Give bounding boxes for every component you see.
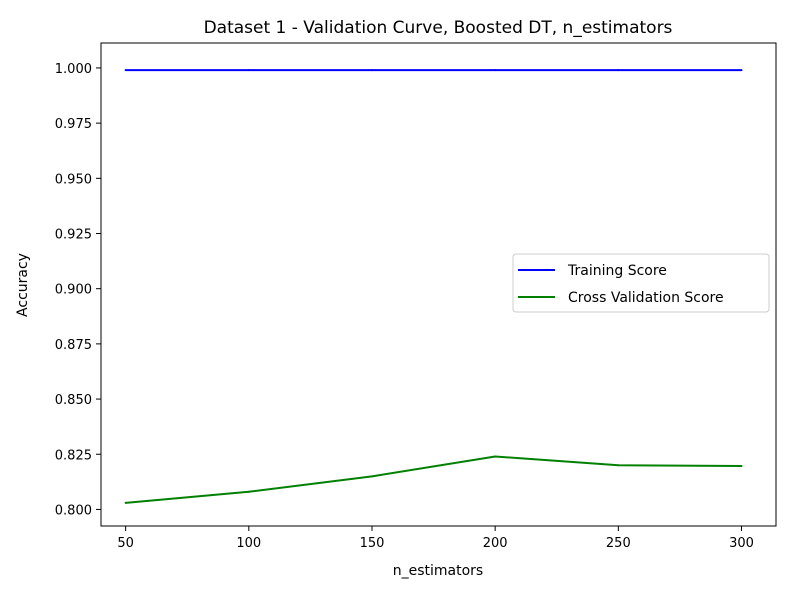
- data-point: [247, 490, 250, 493]
- data-point: [124, 69, 127, 72]
- x-tick-label: 150: [360, 536, 385, 551]
- plot-frame: [100, 42, 777, 527]
- data-point: [370, 69, 373, 72]
- data-point: [740, 69, 743, 72]
- y-tick-label: 0.900: [55, 283, 92, 298]
- legend: Training Score Cross Validation Score: [512, 253, 770, 313]
- y-tick-label: 0.975: [55, 117, 92, 132]
- data-point: [617, 69, 620, 72]
- data-point: [494, 455, 497, 458]
- y-tick-label: 0.950: [55, 172, 92, 187]
- plot-area: 50 100 150 200 250 300 0.800 0.825 0.850 0.875 0.9…: [55, 42, 777, 551]
- data-point: [494, 69, 497, 72]
- data-point: [370, 475, 373, 478]
- chart-title: Dataset 1 - Validation Curve, Boosted DT…: [204, 18, 673, 38]
- x-tick-label: 200: [483, 536, 508, 551]
- data-point: [740, 464, 743, 467]
- data-point: [617, 464, 620, 467]
- x-tick-label: 50: [117, 536, 134, 551]
- y-tick-label: 1.000: [55, 62, 92, 77]
- y-tick-label: 0.800: [55, 503, 92, 518]
- x-tick-label: 100: [236, 536, 261, 551]
- x-tick-label: 250: [606, 536, 631, 551]
- x-axis-label: n_estimators: [393, 563, 483, 579]
- x-tick-label: 300: [729, 536, 754, 551]
- y-tick-label: 0.925: [55, 228, 92, 243]
- y-tick-label: 0.825: [55, 448, 92, 463]
- data-point: [247, 69, 250, 72]
- series-line-1: [125, 455, 742, 504]
- legend-label: Training Score: [567, 263, 667, 279]
- y-tick-label: 0.875: [55, 338, 92, 353]
- legend-label: Cross Validation Score: [568, 290, 724, 306]
- y-axis-label: Accuracy: [15, 253, 31, 317]
- data-point: [124, 501, 127, 504]
- legend-box: [512, 253, 770, 313]
- y-tick-label: 0.850: [55, 393, 92, 408]
